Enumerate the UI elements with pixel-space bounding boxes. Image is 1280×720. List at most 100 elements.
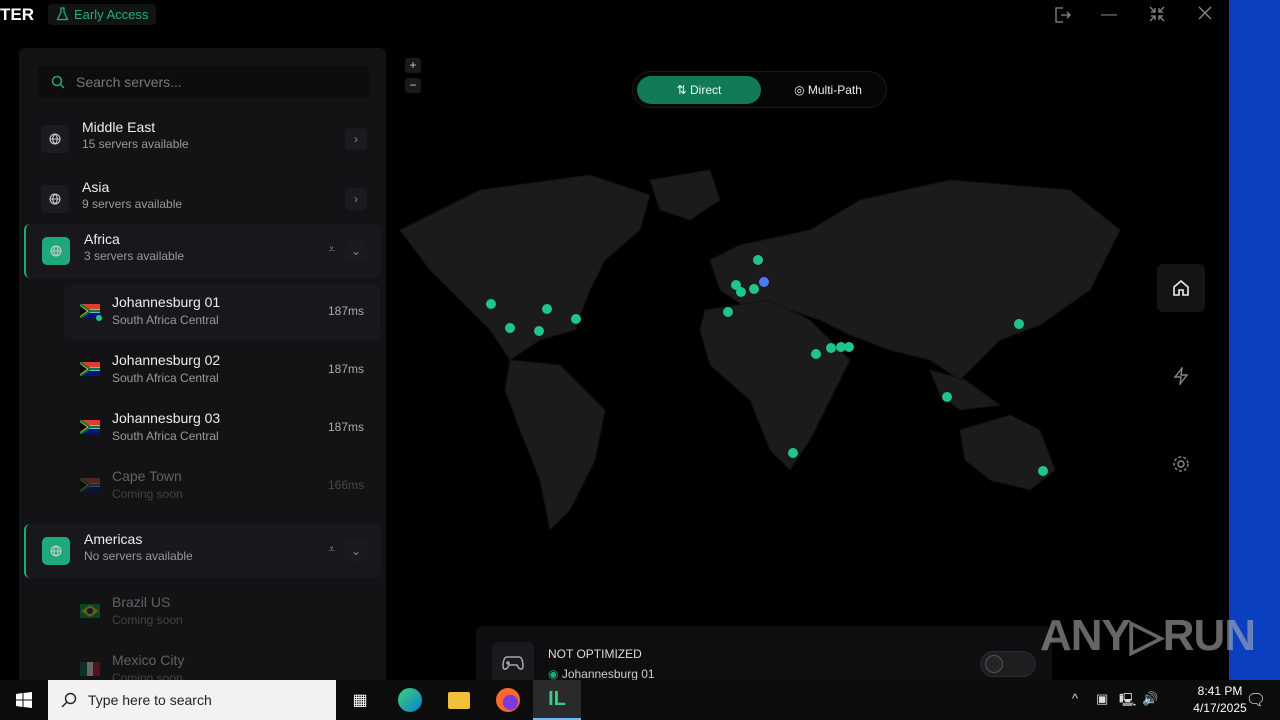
minimize-button[interactable]: — <box>1101 6 1117 23</box>
selected-location-marker[interactable] <box>759 277 769 287</box>
optimize-toggle[interactable] <box>980 651 1036 677</box>
edge-icon[interactable] <box>386 680 434 720</box>
pin-icon[interactable]: ⩡ <box>328 542 335 556</box>
server-name: Johannesburg 01 <box>112 294 221 310</box>
server-marker[interactable] <box>749 284 759 294</box>
server-marker[interactable] <box>736 287 746 297</box>
server-item[interactable]: Johannesburg 03 South Africa Central 187… <box>64 400 380 456</box>
zoom-out-button[interactable]: − <box>405 78 421 93</box>
server-marker[interactable] <box>942 392 952 402</box>
mode-direct-button[interactable]: ⇅ Direct <box>637 76 761 104</box>
clock[interactable]: 8:41 PM 4/17/2025 <box>1190 683 1250 717</box>
volume-icon[interactable]: 🔊 <box>1142 691 1159 706</box>
globe-icon <box>42 537 70 565</box>
region-server-count: No servers available <box>84 549 193 563</box>
server-marker[interactable] <box>505 323 515 333</box>
server-marker[interactable] <box>723 307 733 317</box>
globe-icon: ◎ <box>794 83 808 97</box>
region-name: Asia <box>82 179 110 195</box>
server-ping: 187ms <box>327 362 364 376</box>
server-marker[interactable] <box>811 349 821 359</box>
search-box[interactable] <box>38 65 369 98</box>
home-button[interactable] <box>1157 264 1205 312</box>
server-marker[interactable] <box>731 280 741 290</box>
server-marker[interactable] <box>753 255 763 265</box>
flag-br-icon <box>80 604 100 618</box>
server-sidebar: Middle East 15 servers available › Asia … <box>19 48 386 680</box>
region-africa[interactable]: Africa 3 servers available ⩡ ⌄ <box>24 224 381 278</box>
server-item: Brazil US Coming soon <box>64 584 380 640</box>
flask-icon <box>56 7 69 21</box>
flag-za-icon <box>79 303 100 319</box>
pin-icon[interactable]: ⩡ <box>328 242 335 256</box>
server-ping: 187ms <box>327 420 364 434</box>
taskbar-search[interactable]: Type here to search <box>48 680 336 720</box>
date: 4/17/2025 <box>1193 701 1247 715</box>
server-marker[interactable] <box>534 326 544 336</box>
boost-button[interactable] <box>1157 352 1205 400</box>
server-marker[interactable] <box>542 304 552 314</box>
server-marker[interactable] <box>571 314 581 324</box>
meet-icon[interactable]: ▣ <box>1096 691 1109 706</box>
tray-chevron-icon[interactable]: ^ <box>1072 691 1079 706</box>
lightning-icon <box>1173 367 1189 385</box>
file-explorer-icon[interactable] <box>435 680 483 720</box>
location-label: Johannesburg 01 <box>561 667 655 681</box>
flag-za-icon <box>79 361 100 377</box>
region-asia[interactable]: Asia 9 servers available › <box>24 172 381 226</box>
flag-mx-icon <box>80 662 100 676</box>
server-marker[interactable] <box>826 343 836 353</box>
firefox-icon[interactable] <box>484 680 532 720</box>
settings-button[interactable] <box>1157 440 1205 488</box>
server-marker[interactable] <box>844 342 854 352</box>
server-ping: 187ms <box>327 304 364 318</box>
continents <box>399 169 1121 532</box>
connected-location: ◉ Johannesburg 01 <box>548 667 655 681</box>
taskbar-search-placeholder: Type here to search <box>88 692 212 708</box>
logout-icon[interactable] <box>1052 6 1072 26</box>
chevron-down-icon[interactable]: ⌄ <box>345 540 367 562</box>
globe-icon <box>41 125 69 153</box>
network-icon[interactable]: 🖳 <box>1119 692 1137 707</box>
server-ping: 166ms <box>327 478 364 492</box>
search-icon <box>61 692 77 708</box>
server-marker[interactable] <box>1038 466 1048 476</box>
app-logo-text: TER <box>0 5 34 24</box>
server-item[interactable]: Johannesburg 01 South Africa Central 187… <box>64 284 380 340</box>
zoom-in-button[interactable]: + <box>405 58 421 73</box>
chevron-right-icon[interactable]: › <box>345 128 367 150</box>
server-marker[interactable] <box>836 342 846 352</box>
server-item[interactable]: Johannesburg 02 South Africa Central 187… <box>64 342 380 398</box>
server-region: South Africa Central <box>112 429 219 443</box>
region-name: Africa <box>84 231 120 247</box>
connected-dot <box>96 315 102 321</box>
world-map[interactable] <box>390 150 1150 540</box>
gear-icon <box>1173 456 1189 472</box>
direct-arrows-icon: ⇅ <box>676 83 691 97</box>
server-name: Johannesburg 03 <box>112 410 221 426</box>
server-name: Brazil US <box>112 594 171 610</box>
windows-icon <box>16 692 32 708</box>
region-server-count: 3 servers available <box>84 249 185 263</box>
chevron-right-icon[interactable]: › <box>345 188 367 210</box>
time: 8:41 PM <box>1197 684 1243 698</box>
region-americas[interactable]: Americas No servers available ⩡ ⌄ <box>24 524 381 578</box>
search-input[interactable] <box>76 65 356 98</box>
restore-button[interactable] <box>1147 6 1167 26</box>
task-view-icon[interactable]: ▦ <box>352 692 368 709</box>
server-marker[interactable] <box>486 299 496 309</box>
region-middle-east[interactable]: Middle East 15 servers available › <box>24 112 381 166</box>
region-server-count: 9 servers available <box>82 197 183 211</box>
app-taskbar-icon[interactable]: IL <box>533 680 581 720</box>
windows-taskbar: Type here to search ▦ IL ^ ▣ 🖳 🔊 8:41 PM… <box>0 680 1280 720</box>
server-marker[interactable] <box>1014 319 1024 329</box>
close-button[interactable] <box>1195 6 1215 26</box>
mode-multipath-button[interactable]: ◎ Multi-Path <box>773 76 883 104</box>
region-server-count: 15 servers available <box>82 137 189 151</box>
notifications-icon[interactable]: 🗨 <box>1245 692 1267 709</box>
server-marker[interactable] <box>788 448 798 458</box>
gamepad-icon <box>492 642 534 684</box>
chevron-down-icon[interactable]: ⌄ <box>345 240 367 262</box>
start-button[interactable] <box>0 680 48 720</box>
flag-za-icon <box>79 477 100 493</box>
